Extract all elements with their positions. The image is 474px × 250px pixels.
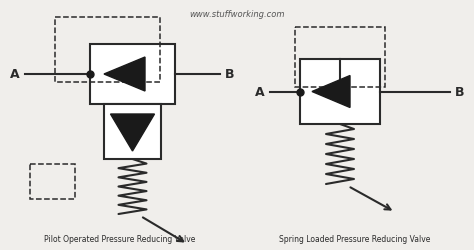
Text: Pilot Operated Pressure Reducing Valve: Pilot Operated Pressure Reducing Valve xyxy=(44,234,196,243)
Bar xyxy=(30,164,75,199)
Polygon shape xyxy=(312,76,350,108)
Polygon shape xyxy=(104,58,145,92)
Text: A: A xyxy=(10,68,20,81)
Bar xyxy=(295,28,385,88)
Polygon shape xyxy=(110,114,155,152)
Text: B: B xyxy=(455,86,465,98)
Text: A: A xyxy=(255,86,265,98)
Bar xyxy=(90,45,175,104)
Text: B: B xyxy=(225,68,235,81)
Bar xyxy=(300,60,380,124)
Bar xyxy=(55,18,160,83)
Bar xyxy=(104,104,161,159)
Text: www.stuffworking.com: www.stuffworking.com xyxy=(189,10,285,19)
Text: Spring Loaded Pressure Reducing Valve: Spring Loaded Pressure Reducing Valve xyxy=(279,234,431,243)
